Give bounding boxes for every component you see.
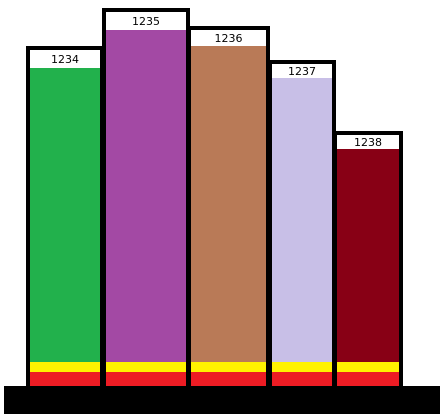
bar-label: 1238: [354, 136, 382, 149]
label-box: [191, 30, 266, 46]
label-box: [106, 12, 186, 30]
red-stripe: [337, 372, 399, 386]
bar-fill: [30, 68, 100, 362]
bar-fill: [106, 30, 186, 362]
red-stripe: [106, 372, 186, 386]
bar-label: 1236: [215, 32, 243, 45]
base: [4, 386, 440, 414]
red-stripe: [30, 372, 100, 386]
bar-fill: [191, 46, 266, 362]
label-box: [272, 64, 332, 78]
red-stripe: [191, 372, 266, 386]
bar-label: 1237: [288, 65, 316, 78]
bar-fill: [272, 78, 332, 362]
red-stripe: [272, 372, 332, 386]
yellow-stripe: [191, 362, 266, 372]
bar-fill: [337, 149, 399, 362]
yellow-stripe: [106, 362, 186, 372]
label-box: [30, 50, 100, 68]
bar-label: 1235: [132, 15, 160, 28]
yellow-stripe: [337, 362, 399, 372]
label-box: [337, 135, 399, 149]
yellow-stripe: [272, 362, 332, 372]
bar-label: 1234: [51, 53, 79, 66]
yellow-stripe: [30, 362, 100, 372]
